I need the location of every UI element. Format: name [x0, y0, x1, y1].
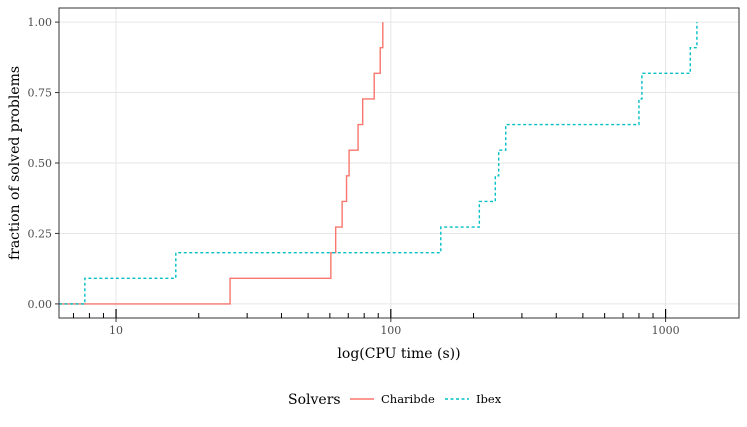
- legend-label-ibex: Ibex: [476, 392, 502, 406]
- legend-title: Solvers: [288, 392, 341, 408]
- y-tick-label: 0.00: [28, 298, 53, 311]
- y-tick-label: 0.75: [28, 87, 53, 100]
- y-axis-title: fraction of solved problems: [7, 66, 23, 260]
- axis-ticks: 0.00 0.25 0.50 0.75 1.00 10 100 1000: [28, 16, 680, 337]
- y-tick-label: 0.25: [28, 227, 53, 240]
- x-tick-label: 100: [380, 324, 401, 337]
- y-tick-label: 0.50: [28, 157, 53, 170]
- rug-ticks: [72, 309, 667, 318]
- x-axis-title: log(CPU time (s)): [337, 346, 460, 362]
- series-lines: [59, 22, 698, 305]
- y-tick-label: 1.00: [28, 16, 53, 29]
- x-tick-label: 1000: [652, 324, 680, 337]
- legend: Solvers Charibde Ibex: [288, 392, 502, 408]
- legend-label-charibde: Charibde: [381, 392, 435, 406]
- series-line-ibex: [59, 22, 698, 305]
- x-tick-label: 10: [109, 324, 123, 337]
- series-line-charibde: [59, 22, 384, 305]
- grid-lines: [59, 8, 739, 318]
